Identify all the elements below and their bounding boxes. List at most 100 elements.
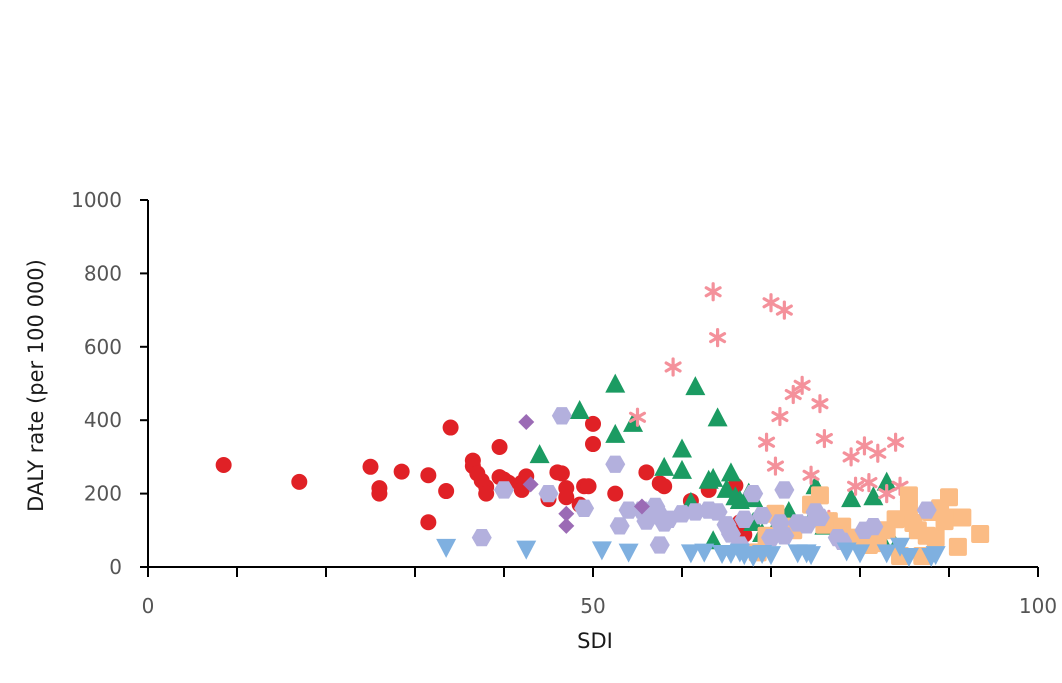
data-point bbox=[855, 436, 873, 456]
data-point bbox=[628, 407, 647, 427]
data-point bbox=[766, 456, 784, 476]
data-point bbox=[709, 328, 727, 348]
data-point bbox=[784, 384, 802, 405]
data-point bbox=[841, 488, 862, 508]
data-point bbox=[362, 458, 379, 475]
data-point bbox=[649, 536, 670, 554]
data-point bbox=[471, 528, 492, 547]
data-point bbox=[876, 544, 897, 564]
data-point bbox=[618, 543, 639, 563]
data-point bbox=[672, 459, 692, 479]
data-point bbox=[291, 473, 308, 490]
data-point bbox=[420, 467, 437, 484]
data-point bbox=[809, 508, 830, 527]
data-point bbox=[580, 478, 597, 495]
y-tick-label: 800 bbox=[84, 261, 122, 285]
data-point bbox=[558, 489, 575, 506]
x-tick-label: 50 bbox=[580, 594, 605, 618]
data-point bbox=[703, 467, 724, 487]
data-point bbox=[638, 464, 655, 481]
data-point bbox=[685, 376, 706, 396]
data-point bbox=[704, 282, 722, 302]
data-point bbox=[953, 508, 972, 527]
data-point bbox=[774, 481, 795, 499]
data-point bbox=[842, 447, 860, 467]
data-point bbox=[420, 514, 437, 531]
data-point bbox=[890, 537, 911, 557]
data-point bbox=[516, 540, 537, 560]
data-point bbox=[654, 456, 675, 476]
data-point bbox=[743, 484, 764, 503]
data-point bbox=[494, 481, 514, 499]
data-point bbox=[656, 478, 673, 495]
data-point bbox=[863, 517, 884, 536]
data-point bbox=[899, 499, 918, 518]
data-point bbox=[553, 465, 570, 482]
x-axis-title: SDI bbox=[577, 629, 613, 653]
data-point bbox=[734, 510, 755, 528]
data-point bbox=[925, 546, 946, 566]
y-axis-title: DALY rate (per 100 000) bbox=[24, 259, 48, 512]
data-point bbox=[752, 506, 773, 525]
data-point bbox=[815, 428, 833, 449]
x-tick-label: 0 bbox=[142, 594, 155, 618]
data-point bbox=[775, 300, 793, 320]
data-point bbox=[551, 407, 572, 425]
data-point bbox=[801, 546, 822, 566]
data-point bbox=[438, 483, 455, 500]
data-point bbox=[716, 478, 737, 498]
data-points bbox=[215, 282, 990, 567]
data-point bbox=[761, 546, 781, 566]
data-point bbox=[618, 501, 639, 519]
x-tick-label: 100 bbox=[1019, 594, 1057, 618]
data-point bbox=[762, 293, 780, 313]
data-point bbox=[371, 485, 388, 502]
data-point bbox=[793, 375, 811, 395]
y-tick-label: 600 bbox=[84, 335, 122, 359]
data-point bbox=[926, 528, 945, 547]
data-point bbox=[758, 432, 776, 452]
data-point bbox=[680, 544, 701, 564]
data-point bbox=[436, 538, 457, 558]
data-point bbox=[720, 462, 741, 482]
data-point bbox=[850, 544, 870, 564]
data-point bbox=[215, 456, 232, 473]
data-point bbox=[664, 357, 682, 377]
y-axis-ticks: 0 200 400 600 800 1000 bbox=[71, 188, 148, 579]
y-tick-label: 0 bbox=[109, 555, 122, 579]
data-point bbox=[478, 485, 495, 502]
data-point bbox=[605, 373, 626, 393]
data-point bbox=[863, 486, 884, 506]
data-point bbox=[558, 517, 575, 534]
data-point bbox=[694, 543, 715, 563]
data-point bbox=[887, 432, 905, 452]
data-point bbox=[916, 501, 937, 519]
data-point bbox=[771, 406, 789, 427]
data-point bbox=[605, 455, 626, 473]
data-point bbox=[878, 484, 896, 504]
data-point bbox=[802, 465, 820, 485]
data-point bbox=[607, 485, 624, 502]
data-point bbox=[876, 471, 897, 491]
axes: 0 200 400 600 800 1000 0 50 100 bbox=[71, 188, 1057, 618]
data-point bbox=[623, 412, 644, 432]
data-point bbox=[707, 407, 728, 427]
data-point bbox=[574, 499, 595, 517]
data-point bbox=[522, 476, 539, 493]
data-point bbox=[569, 400, 590, 420]
data-point bbox=[518, 414, 535, 431]
data-point bbox=[860, 472, 878, 493]
data-point bbox=[774, 527, 795, 545]
data-point bbox=[810, 486, 829, 505]
x-axis-ticks: 0 50 100 bbox=[142, 567, 1057, 618]
data-point bbox=[940, 488, 958, 507]
data-point bbox=[869, 443, 887, 463]
data-point bbox=[609, 517, 630, 535]
data-point bbox=[948, 537, 967, 556]
data-point bbox=[605, 423, 626, 443]
data-point bbox=[585, 436, 601, 453]
y-tick-label: 1000 bbox=[71, 188, 122, 212]
data-point bbox=[811, 394, 829, 414]
data-point bbox=[393, 463, 410, 480]
